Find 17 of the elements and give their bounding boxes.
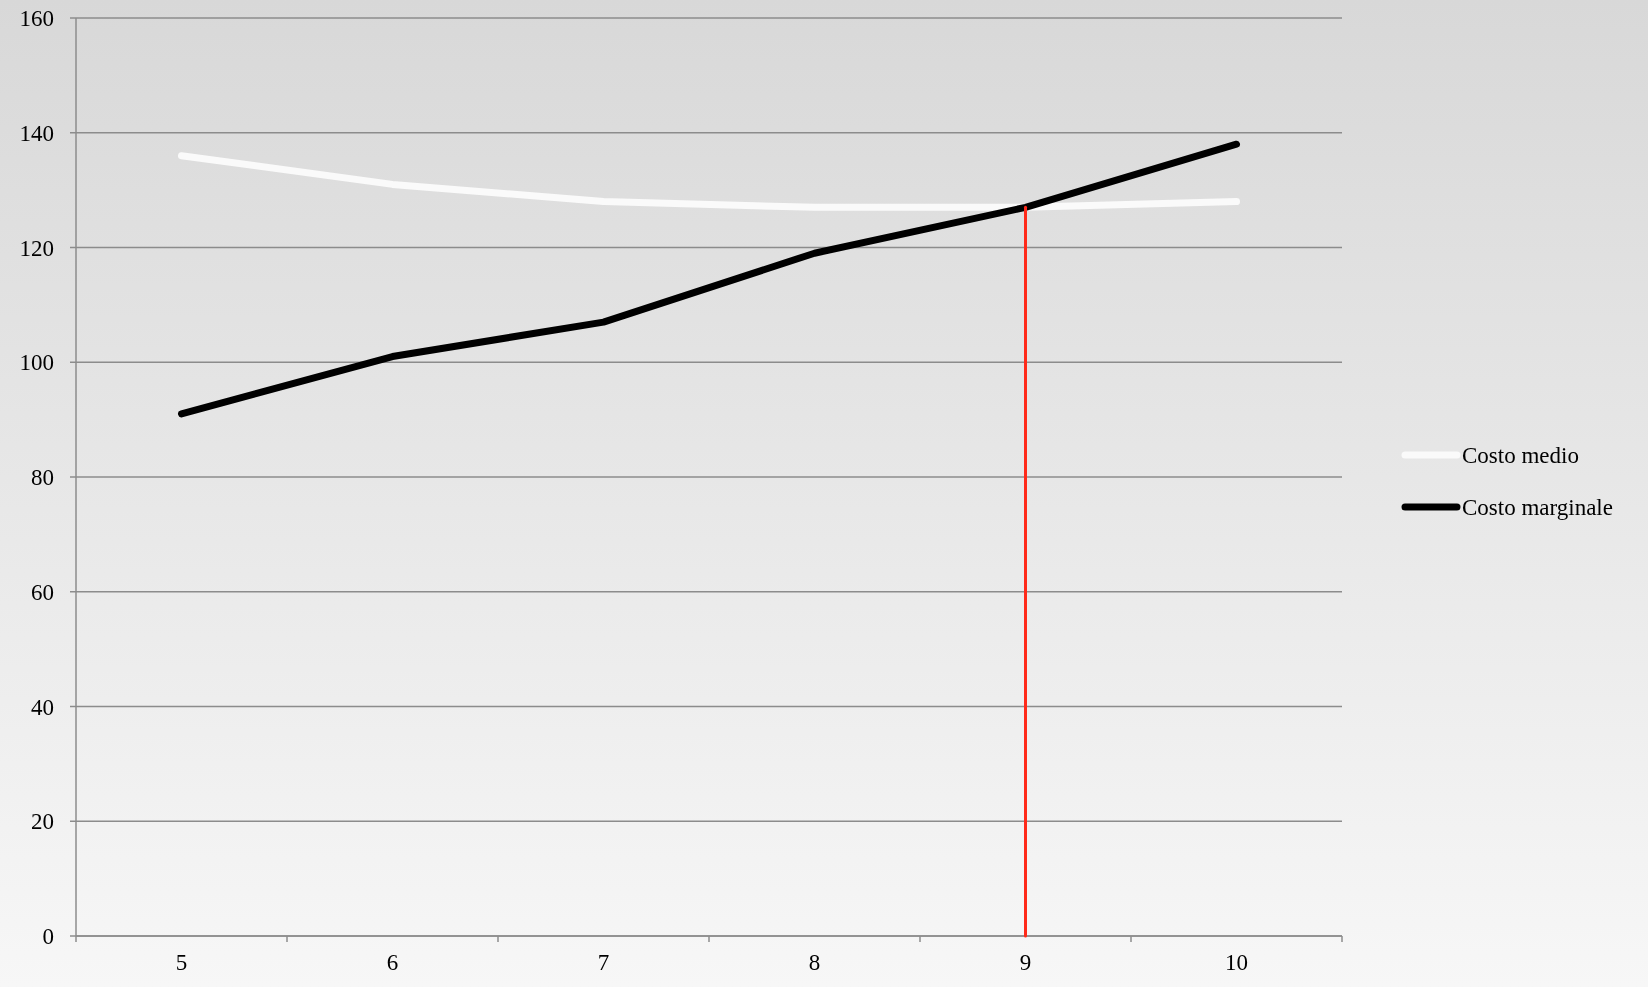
y-tick-label: 140 <box>19 120 54 146</box>
x-tick-label: 5 <box>175 950 188 975</box>
y-tick-label: 60 <box>31 579 54 605</box>
x-tick-label: 10 <box>1225 950 1248 975</box>
y-tick-label: 120 <box>19 235 54 261</box>
y-tick-label: 160 <box>19 6 54 32</box>
y-tick-label: 40 <box>31 694 54 720</box>
x-tick-label: 9 <box>1019 950 1032 975</box>
legend-label: Costo medio <box>1462 443 1579 469</box>
y-tick-label: 20 <box>31 809 54 835</box>
y-tick-label: 80 <box>31 465 54 491</box>
x-tick-label: 6 <box>386 950 399 975</box>
x-tick-label: 7 <box>597 950 610 975</box>
y-tick-label: 100 <box>19 350 54 376</box>
x-tick-label: 8 <box>808 950 821 975</box>
y-tick-label: 0 <box>42 924 54 950</box>
legend-label: Costo marginale <box>1462 495 1613 521</box>
